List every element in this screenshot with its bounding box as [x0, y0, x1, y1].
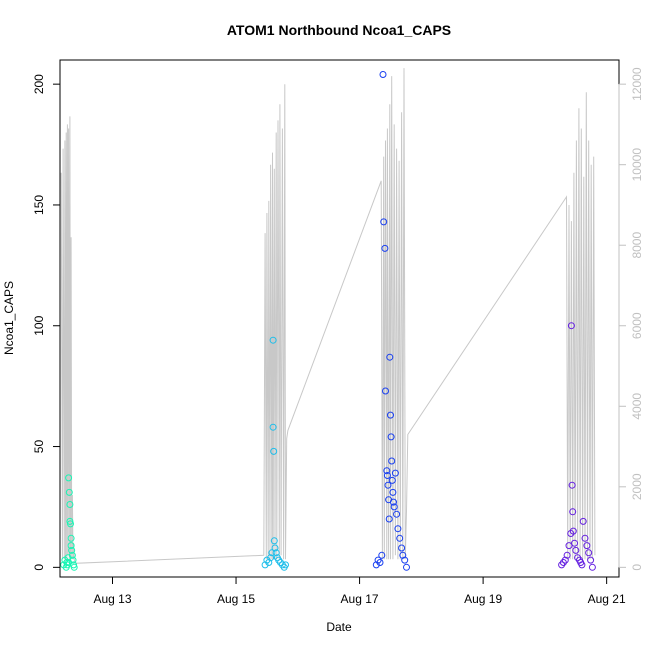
- data-point: [399, 551, 407, 559]
- y-tick-label: 50: [32, 440, 46, 454]
- data-point: [382, 387, 389, 395]
- data-point: [387, 433, 395, 441]
- data-point: [572, 546, 580, 554]
- data-point: [67, 520, 74, 528]
- y-tick-label: 100: [32, 315, 46, 335]
- points-layer: [60, 71, 596, 571]
- x-tick-label: Aug 15: [217, 592, 255, 606]
- data-point: [269, 423, 277, 431]
- data-point: [563, 551, 571, 559]
- data-point: [270, 537, 278, 545]
- data-point: [384, 481, 392, 489]
- data-point: [269, 336, 277, 344]
- data-point: [585, 549, 593, 557]
- data-point: [282, 561, 289, 569]
- data-point: [381, 244, 389, 252]
- data-point: [268, 549, 276, 557]
- data-point: [380, 218, 388, 226]
- data-point: [388, 457, 396, 465]
- data-point: [67, 542, 75, 550]
- data-point: [69, 556, 77, 564]
- x-tick-label: Aug 17: [341, 592, 379, 606]
- y-tick-label: 0: [32, 564, 46, 571]
- y2-tick-label: 12000: [630, 67, 644, 101]
- secondary-series-line: [60, 68, 596, 564]
- data-point: [68, 546, 76, 554]
- data-point: [567, 322, 575, 330]
- data-point: [67, 534, 75, 542]
- data-point: [394, 525, 402, 533]
- data-point: [66, 501, 74, 508]
- x-axis: Aug 13 Aug 15 Aug 17 Aug 19 Aug 21: [93, 576, 626, 606]
- x-tick-label: Aug 19: [464, 592, 502, 606]
- data-point: [270, 447, 278, 455]
- secondary-line-layer: [60, 68, 596, 564]
- data-point: [571, 539, 578, 547]
- y2-tick-label: 8000: [630, 232, 644, 259]
- data-point: [261, 561, 269, 569]
- data-point: [398, 544, 406, 552]
- data-point: [385, 515, 393, 523]
- x-axis-label: Date: [326, 620, 352, 634]
- data-point: [65, 474, 73, 482]
- data-point: [578, 561, 586, 569]
- data-point: [383, 472, 391, 479]
- data-point: [569, 508, 577, 516]
- data-point: [588, 563, 596, 571]
- plot-frame: [59, 59, 620, 578]
- data-point: [579, 517, 587, 525]
- data-point: [390, 503, 398, 511]
- data-point: [401, 556, 409, 564]
- y2-tick-label: 4000: [630, 393, 644, 420]
- data-point: [393, 510, 401, 518]
- data-point: [569, 527, 577, 535]
- data-point: [372, 561, 380, 569]
- y2-tick-label: 6000: [630, 312, 644, 339]
- data-point: [271, 544, 279, 552]
- data-point: [383, 467, 391, 475]
- y-tick-label: 200: [32, 74, 46, 94]
- data-point: [267, 554, 275, 562]
- data-point: [386, 353, 394, 361]
- y2-axis: 0 2000 4000 6000 8000 10000 12000: [618, 67, 644, 571]
- data-point: [581, 534, 589, 542]
- data-point: [561, 556, 569, 564]
- y2-tick-label: 2000: [630, 473, 644, 500]
- data-point: [568, 481, 576, 489]
- y2-tick-label: 10000: [630, 148, 644, 182]
- y-axis-label: Ncoa1_CAPS: [2, 281, 16, 355]
- y-tick-label: 150: [32, 195, 46, 215]
- data-point: [388, 476, 396, 484]
- chart-title: ATOM1 Northbound Ncoa1_CAPS: [227, 22, 451, 38]
- data-point: [379, 71, 387, 78]
- data-point: [378, 551, 386, 559]
- data-point: [391, 469, 399, 477]
- data-point: [272, 549, 280, 557]
- data-point: [376, 559, 384, 566]
- x-tick-label: Aug 21: [588, 592, 626, 606]
- y-axis: 0 50 100 150 200: [32, 74, 61, 571]
- data-point: [389, 488, 397, 496]
- data-point: [265, 559, 273, 566]
- data-point: [587, 556, 595, 564]
- data-point: [396, 534, 404, 542]
- y2-tick-label: 0: [630, 564, 644, 571]
- data-point: [387, 411, 394, 419]
- x-tick-label: Aug 13: [93, 592, 131, 606]
- data-point: [403, 563, 410, 571]
- data-point: [583, 542, 591, 550]
- data-point: [70, 563, 78, 571]
- data-point: [65, 488, 73, 496]
- data-point: [390, 498, 397, 506]
- data-point: [68, 551, 76, 559]
